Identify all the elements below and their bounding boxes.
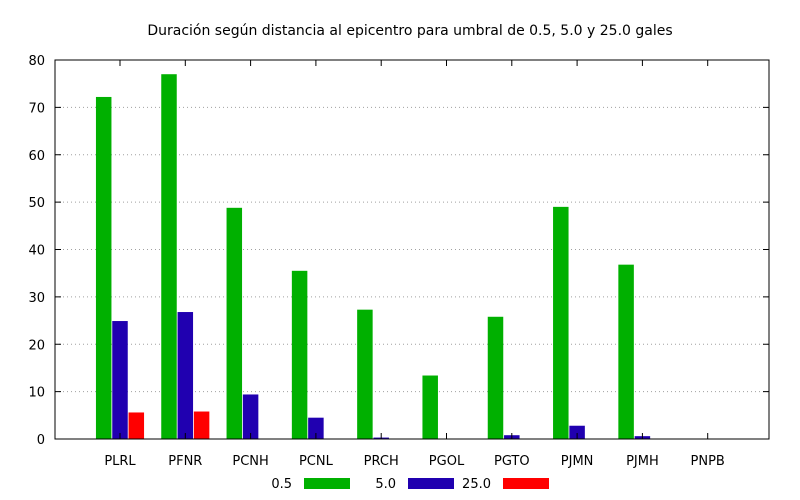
category-label-plrl: PLRL: [104, 454, 136, 469]
y-axis-ticks: 0 10 20 30 40 50 60 70 80: [28, 54, 769, 448]
bar-pcnl-5.0: [308, 417, 324, 439]
category-label-pnpb: PNPB: [691, 454, 725, 469]
bar-pfnr-0.5: [161, 74, 177, 440]
category-label-pgol: PGOL: [429, 454, 465, 469]
y-tick-label: 20: [28, 338, 45, 353]
bar-layer: [95, 74, 651, 440]
legend-label-0.5: 0.5: [271, 477, 292, 492]
category-label-pjmh: PJMH: [626, 454, 659, 469]
bar-pfnr-25.0: [193, 411, 210, 439]
legend-swatch-5.0: [408, 478, 454, 489]
bar-pjmn-5.0: [569, 425, 585, 439]
grid-layer: [55, 106, 769, 393]
bar-plrl-5.0: [112, 321, 128, 439]
bar-pcnl-0.5: [291, 270, 308, 439]
category-label-prch: PRCH: [364, 454, 399, 469]
x-axis-categories: PLRL PFNR PCNH PCNL PRCH PGOL PGTO PJMN PJMH PNPB: [104, 60, 725, 469]
category-label-pcnh: PCNH: [232, 454, 268, 469]
bar-plrl-0.5: [95, 96, 112, 439]
legend-swatch-0.5: [304, 478, 350, 489]
legend-swatch-25.0: [503, 478, 549, 489]
bar-pcnh-0.5: [226, 207, 243, 439]
bar-pgol-0.5: [422, 375, 438, 439]
bar-pgto-0.5: [487, 316, 504, 439]
bar-pcnh-5.0: [242, 394, 259, 439]
y-tick-label: 0: [37, 433, 45, 448]
y-tick-label: 80: [28, 54, 45, 69]
legend: 0.5 5.0 25.0: [271, 477, 549, 492]
category-label-pcnl: PCNL: [299, 454, 334, 469]
bar-prch-0.5: [357, 309, 373, 439]
legend-label-5.0: 5.0: [375, 477, 396, 492]
plot-frame: [54, 59, 770, 440]
y-tick-label: 50: [28, 196, 45, 211]
category-label-pjmn: PJMN: [561, 454, 594, 469]
bar-pfnr-5.0: [177, 312, 194, 439]
bar-pjmh-0.5: [618, 264, 634, 439]
legend-label-25.0: 25.0: [462, 477, 491, 492]
y-tick-label: 30: [28, 291, 45, 306]
chart-title: Duración según distancia al epicentro pa…: [147, 23, 672, 39]
y-tick-label: 10: [28, 386, 45, 401]
y-tick-label: 60: [28, 149, 45, 164]
category-label-pfnr: PFNR: [168, 454, 202, 469]
bar-pjmn-0.5: [553, 206, 569, 439]
y-tick-label: 40: [28, 244, 45, 259]
y-tick-label: 70: [28, 101, 45, 116]
bar-plrl-25.0: [128, 412, 145, 439]
category-label-pgto: PGTO: [494, 454, 530, 469]
